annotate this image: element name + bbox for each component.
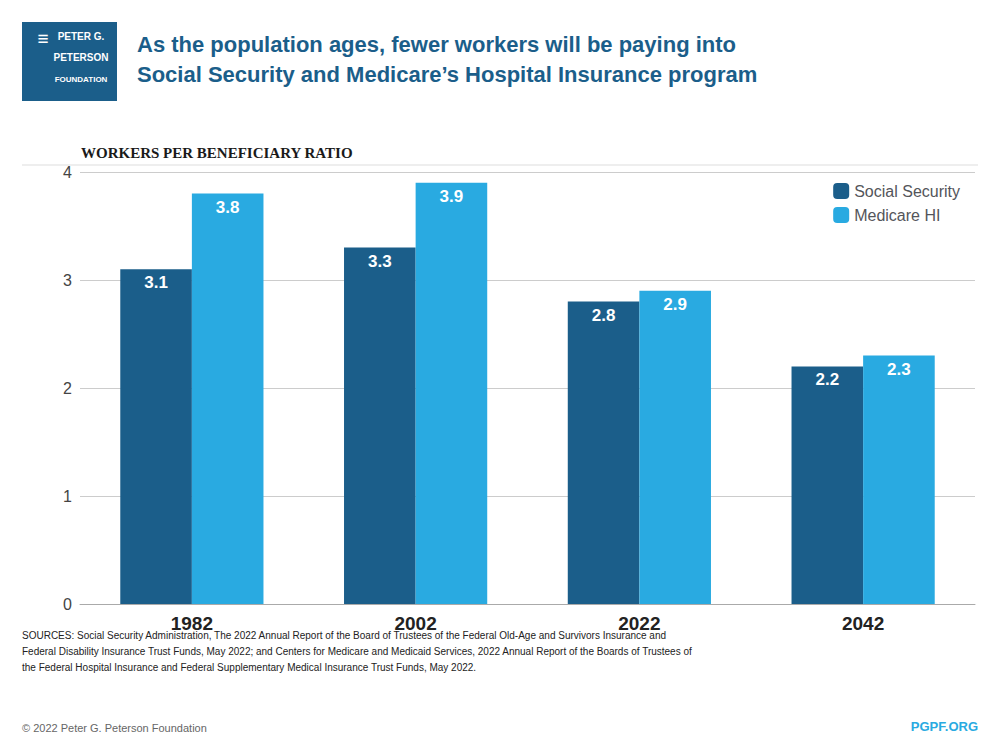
svg-text:SOURCES: Social Security Admin: SOURCES: Social Security Administration,… [22, 630, 666, 641]
svg-text:2022: 2022 [618, 613, 660, 634]
svg-text:3.3: 3.3 [368, 252, 392, 271]
svg-text:2: 2 [63, 380, 72, 397]
svg-text:0: 0 [63, 596, 72, 613]
svg-text:1982: 1982 [171, 613, 213, 634]
svg-text:3: 3 [63, 272, 72, 289]
svg-text:the Federal Hospital Insurance: the Federal Hospital Insurance and Feder… [22, 662, 476, 673]
svg-text:PGPF.ORG: PGPF.ORG [911, 719, 978, 734]
svg-text:© 2022 Peter G. Peterson Found: © 2022 Peter G. Peterson Foundation [22, 722, 207, 734]
svg-text:4: 4 [63, 164, 72, 181]
svg-text:WORKERS PER BENEFICIARY RATIO: WORKERS PER BENEFICIARY RATIO [81, 145, 353, 161]
svg-text:3.9: 3.9 [440, 187, 464, 206]
svg-text:Federal Disability Insurance T: Federal Disability Insurance Trust Funds… [22, 646, 692, 657]
svg-text:≡: ≡ [37, 28, 48, 49]
svg-text:2002: 2002 [394, 613, 436, 634]
svg-text:2042: 2042 [842, 613, 884, 634]
svg-text:3.1: 3.1 [144, 273, 168, 292]
svg-text:2.2: 2.2 [816, 370, 840, 389]
svg-text:PETERSON: PETERSON [53, 52, 108, 63]
svg-text:2.9: 2.9 [663, 295, 687, 314]
svg-text:Social Security: Social Security [854, 183, 960, 200]
svg-text:FOUNDATION: FOUNDATION [55, 75, 108, 84]
svg-text:As the population ages, fewer: As the population ages, fewer workers wi… [137, 32, 736, 57]
svg-text:2.8: 2.8 [592, 306, 616, 325]
svg-text:Medicare HI: Medicare HI [854, 207, 940, 224]
svg-text:1: 1 [63, 488, 72, 505]
svg-text:2.3: 2.3 [887, 360, 911, 379]
svg-text:Social Security and Medicare’s: Social Security and Medicare’s Hospital … [137, 62, 757, 87]
svg-text:PETER G.: PETER G. [58, 31, 105, 42]
svg-text:3.8: 3.8 [216, 198, 240, 217]
